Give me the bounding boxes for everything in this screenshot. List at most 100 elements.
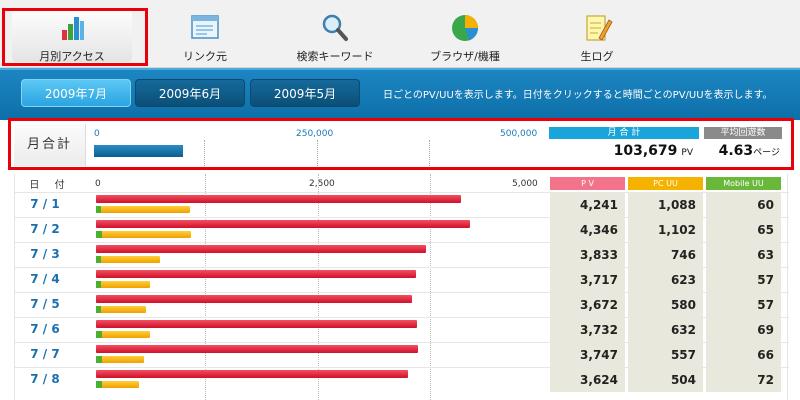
tab-month-2009-05[interactable]: 2009年5月 xyxy=(250,79,360,107)
table-row: 7 / 3 3,833 746 63 xyxy=(15,242,789,267)
mobile-uu-cell: 63 xyxy=(706,243,781,267)
mobile-uu-cell: 69 xyxy=(706,318,781,342)
pv-bar xyxy=(96,320,417,328)
grid-line xyxy=(204,140,205,166)
mobile-uu-cell: 65 xyxy=(706,218,781,242)
tab-month-2009-07[interactable]: 2009年7月 xyxy=(21,79,131,107)
pv-bar xyxy=(96,370,408,378)
nav-referrer[interactable]: リンク元 xyxy=(145,10,265,63)
pc-uu-bar xyxy=(96,256,161,263)
memo-pencil-icon xyxy=(586,15,613,41)
pv-cell: 3,833 xyxy=(550,243,625,267)
pv-cell: 3,747 xyxy=(550,343,625,367)
pc-uu-bar xyxy=(96,306,146,313)
mobile-uu-bar xyxy=(96,231,102,238)
pv-cell: 3,732 xyxy=(550,318,625,342)
nav-label: 生ログ xyxy=(580,50,614,63)
pc-uu-cell: 623 xyxy=(628,268,703,292)
instruction-text: 日ごとのPV/UUを表示します。日付をクリックすると時間ごとのPV/UUを表示し… xyxy=(383,90,773,101)
date-link[interactable]: 7 / 4 xyxy=(30,272,60,286)
pc-uu-cell: 746 xyxy=(628,243,703,267)
table-scale-0: 0 xyxy=(95,179,101,189)
pv-bar xyxy=(96,270,416,278)
bar-chart-icon xyxy=(62,17,84,40)
monthly-summary: 月合計 0 250,000 500,000 月 合 計 平均回遊数 103,67… xyxy=(14,124,788,166)
grid-line xyxy=(430,174,431,400)
pc-uu-cell: 1,102 xyxy=(628,218,703,242)
pc-uu-cell: 557 xyxy=(628,343,703,367)
mobile-uu-cell: 57 xyxy=(706,293,781,317)
mobile-uu-column-header: Mobile UU xyxy=(706,177,781,190)
date-link[interactable]: 7 / 5 xyxy=(30,297,60,311)
pc-uu-bar xyxy=(96,356,144,363)
nav-label: 検索キーワード xyxy=(296,50,374,63)
date-link[interactable]: 7 / 8 xyxy=(30,372,60,386)
summary-scale-max: 500,000 xyxy=(500,129,538,139)
grid-line xyxy=(429,140,430,166)
nav-label: リンク元 xyxy=(183,50,227,63)
pv-cell: 3,624 xyxy=(550,368,625,392)
date-link[interactable]: 7 / 7 xyxy=(30,347,60,361)
tab-month-2009-06[interactable]: 2009年6月 xyxy=(135,79,245,107)
pv-bar xyxy=(96,195,461,203)
table-row: 7 / 8 3,624 504 72 xyxy=(15,367,789,392)
grid-line xyxy=(318,174,319,400)
mobile-uu-bar xyxy=(96,306,101,313)
date-column-header: 日 付 xyxy=(29,180,71,191)
nav-search-keyword[interactable]: 検索キーワード xyxy=(275,10,395,63)
pc-uu-bar xyxy=(96,381,140,388)
table-row: 7 / 1 4,241 1,088 60 xyxy=(15,192,789,217)
daily-table: 日 付 0 2,500 5,000 P V PC UU Mobile UU 7 … xyxy=(14,174,789,400)
nav-browser-device[interactable]: ブラウザ/機種 xyxy=(405,10,525,63)
date-link[interactable]: 7 / 2 xyxy=(30,222,60,236)
mobile-uu-bar xyxy=(96,331,102,338)
pv-bar xyxy=(96,295,412,303)
mobile-uu-bar xyxy=(96,356,102,363)
pc-uu-bar xyxy=(96,206,190,213)
summary-pv-bar xyxy=(94,145,184,157)
pc-uu-cell: 632 xyxy=(628,318,703,342)
window-icon xyxy=(191,15,219,39)
month-selector-bar: 2009年7月 2009年6月 2009年5月 日ごとのPV/UUを表示します。… xyxy=(0,68,800,120)
avg-pages: 4.63ページ xyxy=(704,143,782,159)
date-link[interactable]: 7 / 6 xyxy=(30,322,60,336)
pv-bar xyxy=(96,345,419,353)
avg-pages-header: 平均回遊数 xyxy=(704,127,782,139)
pv-cell: 4,346 xyxy=(550,218,625,242)
pc-uu-bar xyxy=(96,281,150,288)
pv-bar xyxy=(96,220,470,228)
pv-unit: PV xyxy=(681,148,693,158)
monthly-total-value: 103,679 xyxy=(613,143,678,159)
pc-uu-cell: 580 xyxy=(628,293,703,317)
pv-cell: 3,717 xyxy=(550,268,625,292)
pc-uu-cell: 504 xyxy=(628,368,703,392)
date-link[interactable]: 7 / 1 xyxy=(30,197,60,211)
pc-uu-cell: 1,088 xyxy=(628,193,703,217)
table-row: 7 / 4 3,717 623 57 xyxy=(15,267,789,292)
pv-cell: 4,241 xyxy=(550,193,625,217)
nav-label: ブラウザ/機種 xyxy=(430,50,500,63)
table-row: 7 / 6 3,732 632 69 xyxy=(15,317,789,342)
table-row: 7 / 2 4,346 1,102 65 xyxy=(15,217,789,242)
nav-raw-log[interactable]: 生ログ xyxy=(537,10,657,63)
avg-pages-value: 4.63 xyxy=(718,143,754,159)
mobile-uu-cell: 60 xyxy=(706,193,781,217)
mobile-uu-bar xyxy=(96,206,102,213)
nav-monthly-access[interactable]: 月別アクセス xyxy=(12,10,132,63)
mobile-uu-bar xyxy=(96,281,101,288)
monthly-total-pv: 103,679 PV xyxy=(549,143,699,159)
pie-chart-icon xyxy=(452,15,479,41)
mobile-uu-cell: 72 xyxy=(706,368,781,392)
pc-uu-bar xyxy=(96,231,191,238)
monthly-total-header: 月 合 計 xyxy=(549,127,699,139)
mobile-uu-bar xyxy=(96,381,103,388)
page-unit: ページ xyxy=(753,148,780,158)
mobile-uu-cell: 57 xyxy=(706,268,781,292)
pc-uu-column-header: PC UU xyxy=(628,177,703,190)
table-scale-max: 5,000 xyxy=(512,179,538,189)
mobile-uu-cell: 66 xyxy=(706,343,781,367)
table-row: 7 / 5 3,672 580 57 xyxy=(15,292,789,317)
date-link[interactable]: 7 / 3 xyxy=(30,247,60,261)
pv-cell: 3,672 xyxy=(550,293,625,317)
nav-label: 月別アクセス xyxy=(39,50,105,63)
